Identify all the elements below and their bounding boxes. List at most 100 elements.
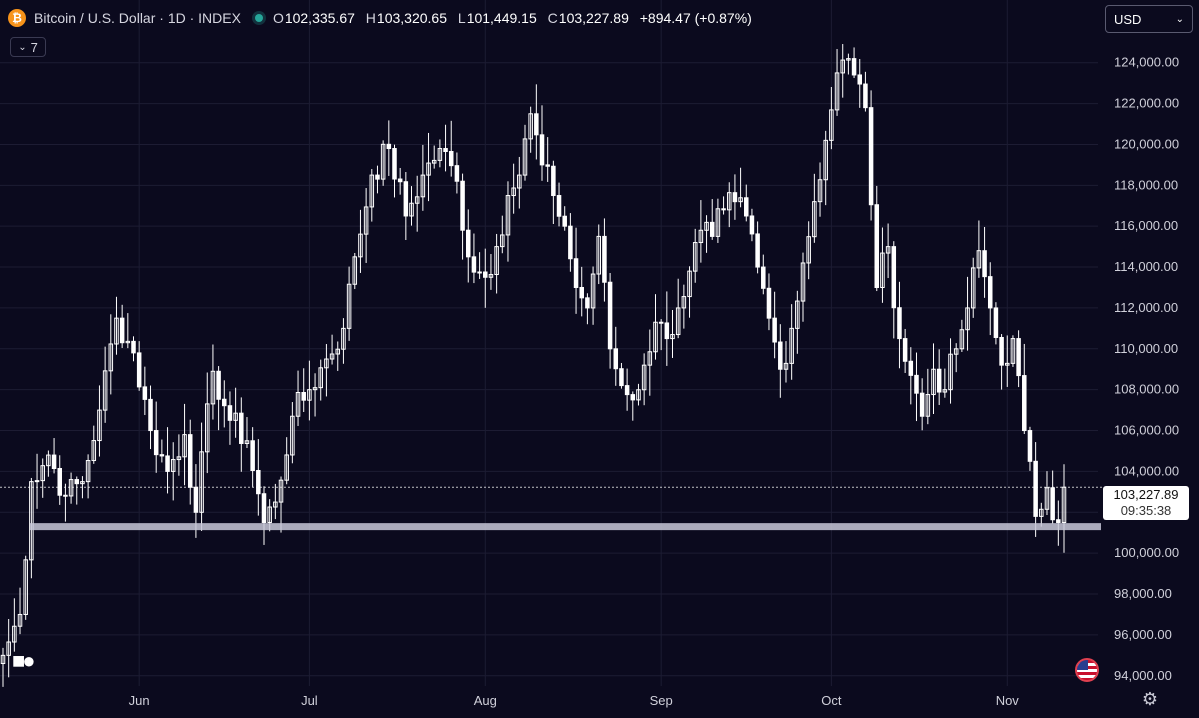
candle-body-down xyxy=(602,235,607,283)
candle-body-down xyxy=(732,192,738,203)
candle-body-down xyxy=(460,180,465,231)
candle-body-up xyxy=(522,138,528,176)
candle xyxy=(800,252,806,322)
candle-body-up xyxy=(210,370,216,405)
candle-body-up xyxy=(182,434,187,458)
candle xyxy=(664,291,670,366)
candle xyxy=(244,417,250,449)
candle xyxy=(1039,502,1044,527)
candle-body-up xyxy=(704,221,709,231)
candle-body-up xyxy=(500,234,505,248)
candle xyxy=(1044,471,1050,516)
candle xyxy=(919,378,925,431)
candle-body-down xyxy=(744,197,749,217)
candle-body-up xyxy=(846,58,851,61)
candle-body-down xyxy=(74,479,80,485)
candle-body-down xyxy=(539,134,545,166)
candle xyxy=(738,167,743,208)
candle-body-down xyxy=(551,165,556,197)
candle xyxy=(483,248,488,308)
candle xyxy=(80,476,85,499)
candle xyxy=(1050,470,1055,524)
indicator-count: 7 xyxy=(30,39,38,55)
gear-icon[interactable]: ⚙ xyxy=(1141,689,1159,709)
candle xyxy=(290,402,295,464)
candle-body-down xyxy=(261,493,267,524)
change-value: +894.47 (+0.87%) xyxy=(639,10,752,26)
candle xyxy=(17,587,23,635)
candle xyxy=(1016,330,1021,388)
candle xyxy=(568,213,573,272)
candle-body-down xyxy=(624,385,630,396)
y-tick-label: 110,000.00 xyxy=(1114,341,1178,356)
candle-body-up xyxy=(834,72,840,111)
y-tick-label: 122,000.00 xyxy=(1114,96,1179,111)
candle xyxy=(965,276,970,351)
candle xyxy=(692,228,698,283)
candle-body-up xyxy=(511,187,516,197)
candle-body-down xyxy=(936,368,942,393)
candle-body-down xyxy=(1022,375,1027,432)
candle xyxy=(885,223,891,279)
candle xyxy=(704,215,709,253)
tradingview-logo-icon[interactable]: ■● xyxy=(12,648,36,673)
candle-body-up xyxy=(738,197,743,203)
candle xyxy=(329,334,335,365)
us-flag-icon[interactable] xyxy=(1075,658,1099,682)
candle-body-up xyxy=(380,143,386,180)
candle-body-down xyxy=(664,322,670,340)
candle-body-down xyxy=(982,250,987,278)
candle xyxy=(613,326,619,386)
bitcoin-icon: ₿ xyxy=(8,9,26,27)
candle-body-up xyxy=(1039,508,1044,517)
candle-body-down xyxy=(250,440,255,471)
candle xyxy=(902,328,908,373)
candle xyxy=(596,224,602,285)
candle xyxy=(494,233,499,294)
candle xyxy=(624,368,630,411)
candle xyxy=(863,71,868,112)
price-axis[interactable]: 94,000.0096,000.0098,000.00100,000.00102… xyxy=(1114,55,1179,683)
candle xyxy=(931,343,936,415)
candle-body-down xyxy=(579,286,584,299)
candle xyxy=(131,336,136,362)
candle-body-up xyxy=(675,307,681,336)
candle xyxy=(732,174,738,220)
candle-body-down xyxy=(448,150,454,167)
candle xyxy=(295,370,301,426)
candle-body-down xyxy=(63,494,68,497)
candle xyxy=(1061,464,1067,553)
candle xyxy=(284,437,289,485)
indicators-toggle-button[interactable]: ⌄ 7 xyxy=(10,37,46,57)
candle-body-up xyxy=(806,236,811,264)
candle xyxy=(318,359,323,401)
candle-body-up xyxy=(636,389,641,401)
candle-body-up xyxy=(369,174,375,208)
candle-body-up xyxy=(244,440,250,444)
candle xyxy=(851,47,857,79)
candle xyxy=(170,442,176,501)
candle-body-up xyxy=(97,409,102,442)
currency-select[interactable]: USD ⌄ xyxy=(1105,5,1193,33)
candle-body-up xyxy=(6,641,11,656)
candle xyxy=(380,140,386,186)
candle-body-up xyxy=(641,364,647,391)
candle xyxy=(187,419,193,505)
time-axis[interactable]: Jun Jul Aug Sep Oct Nov xyxy=(129,693,1020,708)
candle-body-up xyxy=(953,348,959,355)
candle-body-down xyxy=(902,338,908,362)
candle xyxy=(125,313,131,349)
candle-body-up xyxy=(1010,338,1016,364)
symbol-title[interactable]: Bitcoin / U.S. Dollar · 1D · INDEX xyxy=(34,10,241,26)
candle-body-down xyxy=(386,143,392,150)
candle xyxy=(987,262,993,336)
candle xyxy=(108,314,114,395)
candle-body-up xyxy=(948,353,953,391)
candle xyxy=(999,334,1004,390)
candle xyxy=(97,385,102,457)
candle-body-up xyxy=(959,329,965,350)
candle-body-up xyxy=(437,148,443,161)
candle xyxy=(874,185,880,292)
candle xyxy=(709,199,715,240)
